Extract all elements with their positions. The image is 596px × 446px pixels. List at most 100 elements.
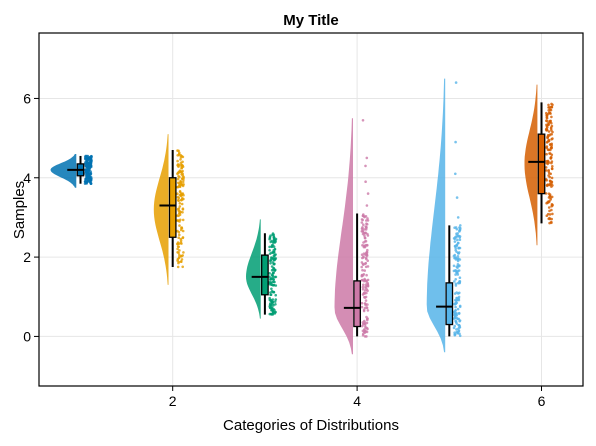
rain-point (549, 127, 553, 130)
rain-point (268, 272, 271, 275)
density-cloud (50, 154, 77, 188)
rain-point (178, 233, 181, 237)
rain-point (545, 113, 548, 117)
y-tick-label: 4 (23, 170, 31, 186)
rain-point (363, 236, 367, 240)
rain-point (273, 253, 277, 256)
rain-point (268, 312, 272, 316)
rain-point (453, 324, 457, 328)
rain-point (361, 288, 365, 291)
rain-point (180, 164, 183, 168)
rain-point (362, 241, 365, 244)
rain-point (550, 185, 553, 188)
rain-point (362, 283, 365, 287)
rain-point (362, 328, 366, 331)
rain-point (360, 265, 364, 269)
rain-point (454, 298, 457, 302)
rain-point (178, 213, 182, 217)
rain-point (179, 161, 183, 165)
rain-point (365, 326, 369, 330)
rain-point (454, 273, 457, 276)
rain-point (176, 149, 179, 152)
rain-point (90, 159, 93, 162)
rain-point (545, 152, 548, 156)
outlier-point (366, 192, 370, 195)
x-tick-label: 6 (538, 393, 546, 409)
rain-point (84, 172, 87, 176)
y-axis-label: Samples (11, 181, 28, 239)
rain-point (453, 240, 457, 243)
rain-point (363, 295, 366, 299)
outlier-point (365, 156, 369, 160)
rain-point (178, 205, 182, 208)
rain-point (545, 119, 548, 122)
series-layer (50, 78, 554, 355)
rain-point (182, 178, 185, 182)
tick-labels: 2 4 6 0 2 4 6 (23, 90, 545, 409)
rain-point (544, 192, 548, 195)
rain-point (550, 106, 554, 109)
rain-point (362, 291, 366, 295)
rain-point (546, 183, 550, 186)
rain-point (545, 111, 548, 115)
density-cloud (246, 219, 261, 319)
rain-point (83, 182, 87, 185)
rain-point (88, 180, 92, 183)
rain-point (178, 255, 181, 259)
rain-point (181, 236, 185, 239)
rain-point (544, 169, 548, 172)
outlier-point (364, 164, 367, 168)
rain-point (89, 178, 93, 181)
rain-point (545, 145, 549, 148)
rain-point (86, 170, 90, 173)
series-4 (334, 118, 370, 355)
rain-point (362, 223, 365, 226)
density-cloud (153, 134, 169, 285)
rain-point (270, 277, 273, 280)
rain-point (456, 232, 460, 235)
rain-point (361, 214, 365, 217)
rain-point (89, 175, 93, 179)
rain-point (270, 307, 274, 311)
rain-point (273, 258, 276, 262)
rain-point (274, 303, 277, 306)
rain-point (457, 329, 461, 333)
y-tick-label: 2 (23, 249, 31, 265)
rain-point (455, 243, 459, 246)
rain-point (456, 269, 460, 273)
rain-point (181, 174, 184, 177)
x-tick-label: 4 (353, 393, 361, 409)
rain-point (454, 226, 458, 229)
rain-point (365, 279, 368, 283)
rain-point (270, 239, 274, 243)
rain-point (84, 160, 88, 163)
rain-point (269, 262, 272, 265)
rain-point (273, 300, 277, 303)
rain-point (273, 236, 276, 240)
rain-point (361, 244, 364, 247)
rain-point (363, 277, 366, 281)
rain-point (274, 238, 277, 242)
rain-point (365, 291, 368, 295)
rain-point (455, 322, 459, 325)
y-tick-label: 0 (23, 328, 31, 344)
rain-point (361, 226, 364, 229)
rain-point (551, 204, 554, 207)
rain-point (549, 108, 553, 112)
rain-point (176, 247, 179, 251)
rain-point (268, 275, 271, 279)
outlier-point (454, 172, 457, 176)
rain-point (361, 232, 365, 236)
rain-point (363, 322, 366, 326)
rain-point (176, 185, 179, 189)
rain-point (269, 293, 272, 297)
rain-point (364, 299, 368, 302)
rain-point (453, 280, 456, 283)
rain-point (366, 317, 369, 320)
rain-point (551, 212, 554, 216)
rain-point (361, 285, 365, 289)
rain-point (548, 172, 551, 175)
rain-point (360, 221, 364, 224)
box-iqr (537, 133, 546, 195)
rain-point (178, 193, 182, 197)
